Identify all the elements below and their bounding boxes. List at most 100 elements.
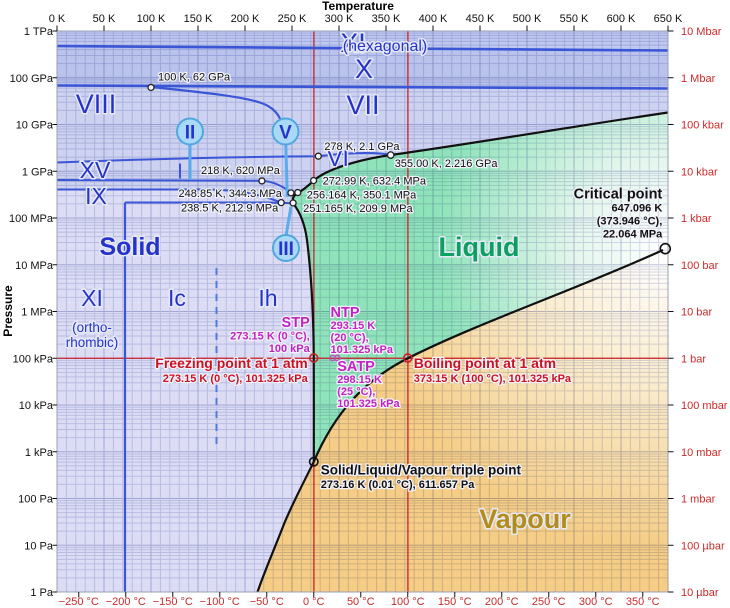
phase-label-iii-circle: [272, 234, 300, 262]
annotation-355-00-k-2-216-gpa: 355.00 K, 2.216 GPa: [395, 158, 499, 170]
point-355K: [386, 151, 395, 159]
tick-label-kelvin: 100 K: [137, 13, 166, 25]
point-647.096K: [659, 242, 672, 255]
tick-label-celsius: 300 °C: [579, 596, 613, 608]
point-272.99K: [309, 176, 318, 185]
annotation-solid-liquid-vapour-triple-point-line-0: Solid/Liquid/Vapour triple point: [321, 463, 522, 478]
tick-label-kelvin: 350 K: [372, 13, 401, 25]
tick-label-pressure-pa: 1 TPa: [24, 26, 54, 38]
tick-label-pressure-bar: 1 mbar: [681, 494, 716, 506]
tick-label-pressure-bar: 10 mbar: [681, 447, 722, 459]
annotation-248-85-k-344-3-mpa: 248.85 K, 344.3 MPa: [179, 188, 283, 200]
point-248.85K: [287, 189, 295, 197]
annotation-251-165-k-209-9-mpa-line-0: 251.165 K, 209.9 MPa: [303, 203, 413, 215]
annotation-stp-line-1: 273.15 K (0 °C),: [230, 330, 310, 342]
phase-label-ih: Ih: [258, 285, 277, 311]
tick-label-celsius: −100 °C: [200, 596, 240, 608]
tick-label-kelvin: 0 K: [49, 13, 66, 25]
tick-label-kelvin: 50 K: [93, 13, 116, 25]
annotation-100-k-62-gpa: 100 K, 62 GPa: [158, 71, 231, 83]
tick-label-pressure-bar: 1 kbar: [681, 213, 712, 225]
tick-label-pressure-bar: 100 bar: [681, 260, 719, 272]
annotation-272-99-k-632-4-mpa-line-0: 272.99 K, 632.4 MPa: [323, 176, 427, 188]
tick-label-pressure-bar: 100 mbar: [681, 400, 728, 412]
reference-lines: [57, 31, 668, 592]
phase-region-labels: VIIIXI(hexagonal)XVIIXVIXVISolidXI(ortho…: [64, 27, 573, 536]
tick-label-pressure-pa: 10 MPa: [15, 260, 54, 272]
tick-label-celsius: −150 °C: [153, 596, 193, 608]
tick-label-celsius: 100 °C: [391, 596, 425, 608]
tick-label-pressure-bar: 10 Mbar: [681, 26, 722, 38]
sublimation-curve: [256, 461, 315, 593]
phase-label-xi: XI: [81, 285, 103, 311]
tick-label-pressure-pa: 100 GPa: [10, 73, 54, 85]
tick-label-celsius: −250 °C: [59, 596, 99, 608]
annotation-boiling-point-at-1-atm: Boiling point at 1 atm 373.15 K (100 °C),…: [414, 355, 572, 385]
point-373.15K: [402, 353, 413, 363]
tick-label-celsius: −50 °C: [250, 596, 284, 608]
point-251.165K: [289, 199, 297, 207]
tick-label-pressure-bar: 100 kbar: [681, 120, 724, 132]
annotation-ntp-line-3: 101.325 kPa: [331, 344, 394, 356]
tick-label-celsius: 150 °C: [438, 596, 472, 608]
point-278K: [314, 152, 322, 160]
tick-label-celsius: 0 °C: [303, 596, 325, 608]
annotation-solid-liquid-vapour-triple-point-line-1: 273.16 K (0.01 °C), 611.657 Pa: [321, 479, 475, 491]
annotation-ntp-line-1: 293.15 K: [331, 320, 376, 332]
annotation-solid-liquid-vapour-triple-point: Solid/Liquid/Vapour triple point 273.16 K…: [321, 463, 522, 492]
tick-label-pressure-pa: 100 MPa: [9, 213, 54, 225]
phase-label-viii: VIII: [76, 89, 117, 119]
annotation-ntp: NTP 293.15 K (20 °C), 101.325 kPa: [331, 305, 394, 356]
phase-label-ortho: (ortho-: [72, 320, 112, 335]
point-218K: [258, 177, 266, 185]
boundary-xi-hex-x: [56, 44, 669, 52]
tick-label-pressure-pa: 10 Pa: [24, 540, 54, 552]
tick-label-kelvin: 650 K: [654, 13, 683, 25]
tick-label-kelvin: 150 K: [184, 13, 213, 25]
data-points: [147, 83, 672, 467]
annotation-256-164-k-350-1-mpa-line-0: 256.164 K, 350.1 MPa: [307, 190, 417, 202]
phase-label-hexagonal: (hexagonal): [343, 38, 428, 55]
tick-label-kelvin: 600 K: [607, 13, 636, 25]
point-298.15K: [333, 354, 341, 362]
tick-label-celsius: 50 °C: [347, 596, 375, 608]
annotation-ntp-line-2: (20 °C),: [331, 332, 369, 344]
phase-label-ic: Ic: [168, 285, 186, 311]
phase-label-xv: XV: [80, 157, 111, 183]
annotation-256-164-k-350-1-mpa: 256.164 K, 350.1 MPa: [307, 190, 417, 202]
tick-label-pressure-pa: 1 kPa: [25, 447, 54, 459]
annotation-satp-line-0: SATP: [337, 359, 375, 375]
annotation-100-k-62-gpa-line-0: 100 K, 62 GPa: [158, 71, 231, 83]
boundary-vi-vii: [56, 152, 390, 164]
pointer-ice-iii: [284, 206, 293, 236]
point-238.5K: [277, 199, 285, 207]
tick-label-pressure-bar: 1 Mbar: [681, 73, 716, 85]
axis-tick-marks: [52, 25, 674, 598]
annotation-ntp-line-0: NTP: [331, 305, 360, 321]
annotation-238-5-k-212-9-mpa: 238.5 K, 212.9 MPa: [181, 203, 279, 215]
annotation-critical-point: Critical point 647.096 K (373.946 °C), 22.0…: [574, 187, 663, 241]
annotation-freezing-point-at-1-atm-line-1: 273.15 K (0 °C), 101.325 kPa: [163, 373, 309, 385]
tick-label-kelvin: 400 K: [419, 13, 448, 25]
phase-label-ii: II: [185, 123, 196, 144]
y-axis-title: Pressure: [1, 285, 15, 337]
tick-label-kelvin: 250 K: [278, 13, 307, 25]
annotation-satp-line-3: 101.325 kPa: [337, 398, 400, 410]
tick-label-pressure-bar: 10 bar: [681, 307, 713, 319]
phase-label-v-circle: [271, 117, 300, 146]
tick-label-pressure-bar: 100 µbar: [681, 540, 725, 552]
annotation-218-k-620-mpa: 218 K, 620 MPa: [201, 165, 281, 177]
phase-label-solid: Solid: [99, 233, 160, 261]
tick-label-pressure-pa: 1 MPa: [21, 307, 54, 319]
phase-label-vii: VII: [346, 90, 379, 120]
phase-label-liquid: Liquid: [439, 232, 520, 262]
point-256.164K: [294, 188, 302, 197]
pointer-ice-v: [284, 144, 289, 198]
annotation-freezing-point-at-1-atm-line-0: Freezing point at 1 atm: [155, 355, 307, 371]
boundary-x-vii: [56, 84, 669, 90]
point-100K: [147, 83, 155, 92]
boundary-ii-ix: [57, 188, 282, 204]
annotation-238-5-k-212-9-mpa-line-0: 238.5 K, 212.9 MPa: [181, 203, 279, 215]
annotation-278-k-2-1-gpa-line-0: 278 K, 2.1 GPa: [324, 141, 400, 153]
